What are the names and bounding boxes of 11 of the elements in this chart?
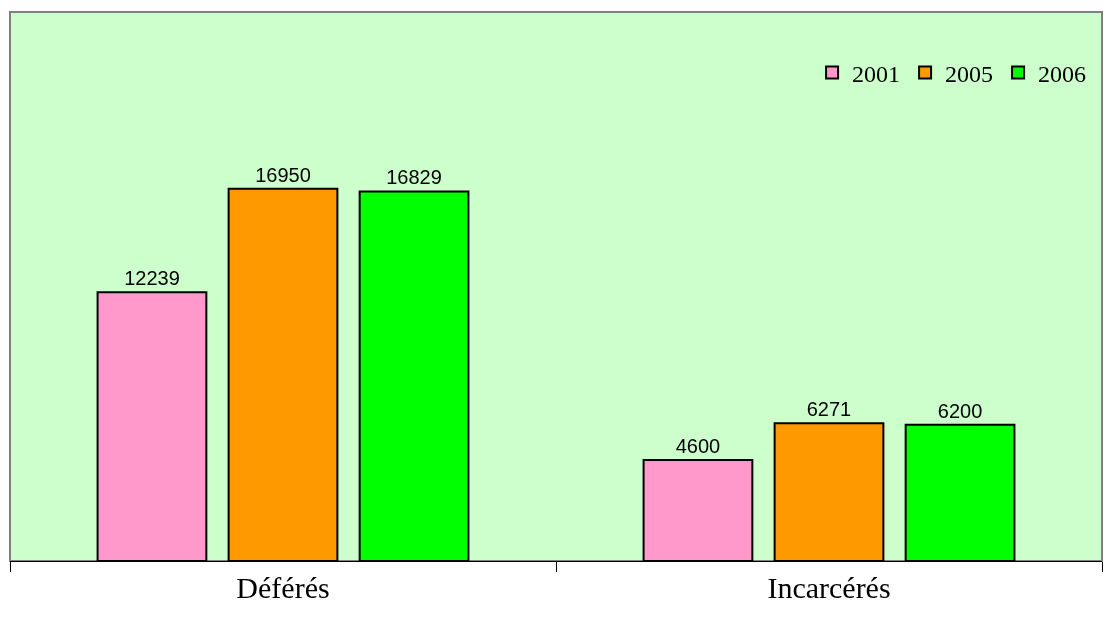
legend-label: 2005	[945, 60, 994, 87]
data-label: 16950	[255, 163, 311, 186]
data-label: 6200	[937, 399, 983, 422]
data-label: 4600	[675, 434, 721, 457]
legend-label: 2006	[1038, 60, 1087, 87]
data-label: 16829	[386, 166, 442, 189]
data-label: 12239	[124, 267, 180, 290]
x-tick-label: Déférés	[236, 571, 330, 604]
legend-label: 2001	[852, 60, 901, 87]
x-tick-label: Incarcérés	[767, 571, 891, 604]
data-label: 6271	[806, 398, 852, 421]
